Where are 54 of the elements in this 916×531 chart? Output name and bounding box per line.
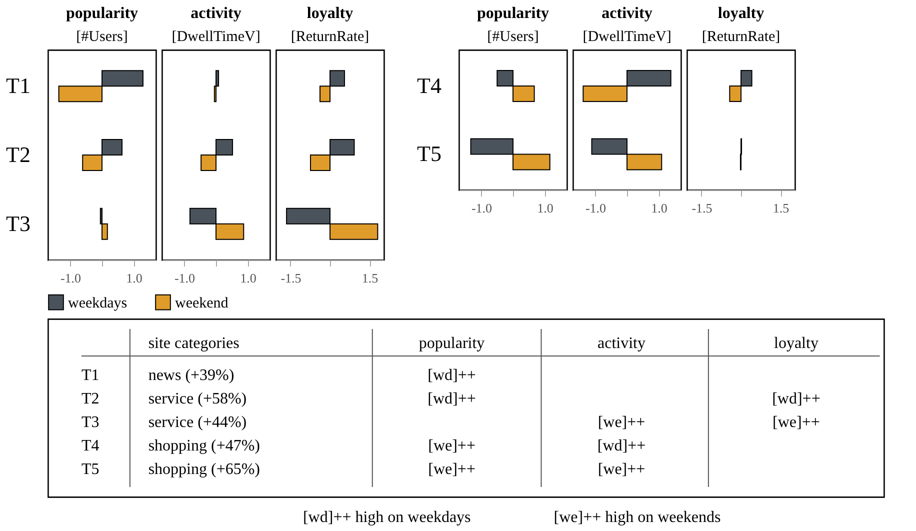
text: [wd]++ [428,367,476,384]
legend-label: weekend [175,295,229,312]
text: news (+39%) [148,367,234,384]
chart-title: activity [190,5,242,22]
category-label: loyalty [774,335,818,352]
chart-subtitle: [#Users] [487,29,539,45]
text: [we]++ [428,461,476,478]
text: service (+58%) [148,390,247,408]
text: [wd]++ [428,390,476,408]
x-tick-label: -1.5 [280,270,302,286]
x-tick-label: -1.0 [471,200,492,216]
text: [we]++ [598,414,646,431]
x-tick-label: -1.5 [692,200,712,216]
y-tick-label: T1 [6,73,30,98]
category-label: activity [598,335,646,352]
x-tick-label: 1.5 [772,200,790,216]
text: [wd]++ high on weekdays [302,509,471,526]
category-label: site categories [148,335,240,352]
y-tick-label: T2 [6,142,30,167]
legend-label: weekdays [68,295,128,312]
chart-subtitle: [ReturnRate] [290,29,370,45]
chart-subtitle: [ReturnRate] [702,29,780,45]
chart-title: loyalty [718,5,764,22]
category-label: T3 [81,414,100,431]
text: [wd]++ [772,390,820,408]
x-tick-label: 1.0 [537,200,554,216]
x-tick-label: 1.0 [651,200,668,216]
category-label: T4 [81,438,100,454]
chart-title: popularity [476,5,550,22]
x-tick-label: 1.0 [126,270,142,286]
x-tick-label: -1.0 [174,270,196,286]
category-label: popularity [418,335,485,352]
text: [we]++ [598,461,646,478]
text: shopping (+47%) [148,438,260,454]
chart-subtitle: [#Users] [76,29,128,45]
chart-title: loyalty [306,5,354,22]
text: [wd]++ [597,438,646,454]
text: service (+44%) [148,414,247,431]
text: [we]++ [428,438,476,454]
x-tick-label: -1.0 [585,200,606,216]
text: [we]++ high on weekends [554,509,721,526]
chart-subtitle: [DwellTimeV] [172,29,260,45]
text: shopping (+65%) [148,461,260,478]
x-tick-label: 1.0 [240,270,256,286]
chart-subtitle: [DwellTimeV] [582,29,672,45]
category-label: T2 [81,390,100,408]
category-label: T5 [81,461,100,478]
category-label: T1 [81,367,100,384]
x-tick-label: -1.0 [60,270,82,286]
text: [we]++ [772,414,820,431]
x-tick-label: 1.5 [362,270,378,286]
chart-title: popularity [66,5,138,22]
y-tick-label: T3 [6,210,30,236]
chart-title: activity [602,5,652,22]
